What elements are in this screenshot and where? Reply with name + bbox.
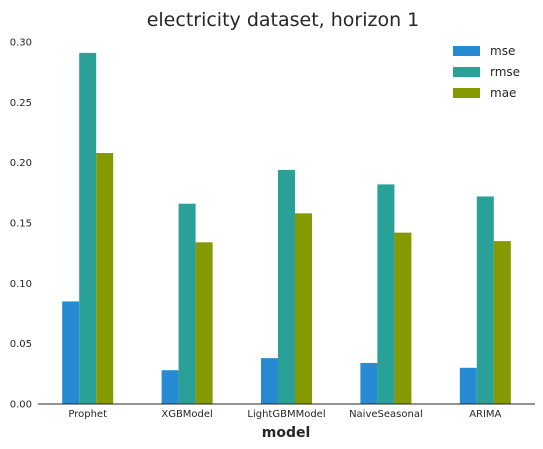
chart-title: electricity dataset, horizon 1 bbox=[147, 9, 420, 31]
bar-mse-prophet bbox=[62, 301, 79, 404]
bar-mae-arima bbox=[494, 241, 511, 404]
y-tick-label: 0.00 bbox=[10, 400, 32, 411]
y-tick-label: 0.05 bbox=[10, 339, 32, 350]
x-tick-label: ARIMA bbox=[469, 409, 501, 420]
y-axis: 0.00 0.05 0.10 0.15 0.20 0.25 0.30 bbox=[10, 38, 32, 411]
bar-rmse-lightgbmmodel bbox=[278, 170, 295, 404]
x-tick-label: LightGBMModel bbox=[247, 409, 325, 420]
y-tick-label: 0.25 bbox=[10, 98, 32, 109]
bar-mae-naiveseasonal bbox=[394, 233, 411, 404]
bar-mae-prophet bbox=[96, 153, 113, 404]
x-tick-label: XGBModel bbox=[161, 409, 212, 420]
y-tick-label: 0.10 bbox=[10, 279, 32, 290]
legend-swatch-mse bbox=[453, 46, 480, 56]
y-tick-label: 0.20 bbox=[10, 158, 32, 169]
x-tick-label: NaiveSeasonal bbox=[349, 409, 423, 420]
bar-mae-xgbmodel bbox=[196, 242, 213, 404]
plot-area bbox=[62, 53, 511, 404]
bar-rmse-naiveseasonal bbox=[377, 184, 394, 404]
legend-label-rmse: rmse bbox=[490, 65, 520, 79]
x-tick-label: Prophet bbox=[68, 409, 107, 420]
legend-swatch-rmse bbox=[453, 67, 480, 77]
y-tick-label: 0.30 bbox=[10, 38, 32, 49]
legend-label-mae: mae bbox=[490, 86, 516, 100]
bar-mse-lightgbmmodel bbox=[261, 358, 278, 404]
bar-rmse-arima bbox=[477, 196, 494, 404]
y-tick-label: 0.15 bbox=[10, 219, 32, 230]
bar-rmse-xgbmodel bbox=[179, 204, 196, 404]
x-axis: Prophet XGBModel LightGBMModel NaiveSeasona… bbox=[68, 409, 501, 420]
bar-rmse-prophet bbox=[79, 53, 96, 404]
bar-mse-arima bbox=[460, 368, 477, 404]
bar-mse-xgbmodel bbox=[162, 370, 179, 404]
legend: mse rmse mae bbox=[453, 44, 520, 100]
legend-swatch-mae bbox=[453, 88, 480, 98]
x-axis-label: model bbox=[262, 425, 311, 441]
legend-label-mse: mse bbox=[490, 44, 515, 58]
bar-mae-lightgbmmodel bbox=[295, 213, 312, 404]
bar-mse-naiveseasonal bbox=[360, 363, 377, 404]
